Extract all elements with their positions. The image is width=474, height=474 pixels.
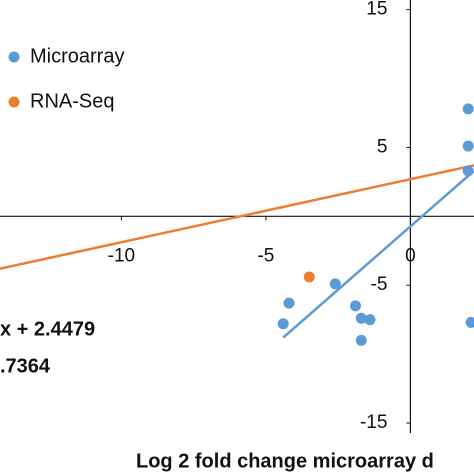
point [462, 165, 474, 177]
legend-marker [8, 51, 20, 63]
point [303, 271, 315, 283]
point [350, 300, 361, 312]
y-tick-label: -15 [360, 412, 387, 433]
point [277, 318, 289, 330]
trendline [0, 164, 474, 270]
x-axis-title: Log 2 fold change microarray d [136, 450, 434, 472]
legend-label: Microarray [30, 45, 124, 67]
point [465, 316, 474, 328]
x-tick-label: -10 [108, 245, 135, 266]
trendline [282, 169, 474, 339]
x-tick-label: 0 [405, 245, 416, 266]
point [364, 314, 376, 326]
y-tick-label: -5 [371, 274, 388, 295]
point [355, 334, 367, 346]
point [355, 312, 367, 324]
legend-marker [8, 96, 20, 108]
point [462, 140, 474, 152]
x-tick-label: -5 [257, 245, 274, 266]
point [329, 278, 341, 290]
point [462, 103, 474, 115]
legend-label: RNA-Seq [30, 90, 114, 112]
annotation: .7364 [0, 355, 51, 377]
y-tick-label: 15 [366, 0, 387, 20]
point [283, 297, 295, 309]
annotation: x + 2.4479 [0, 318, 95, 340]
y-tick-label: 5 [377, 136, 388, 157]
